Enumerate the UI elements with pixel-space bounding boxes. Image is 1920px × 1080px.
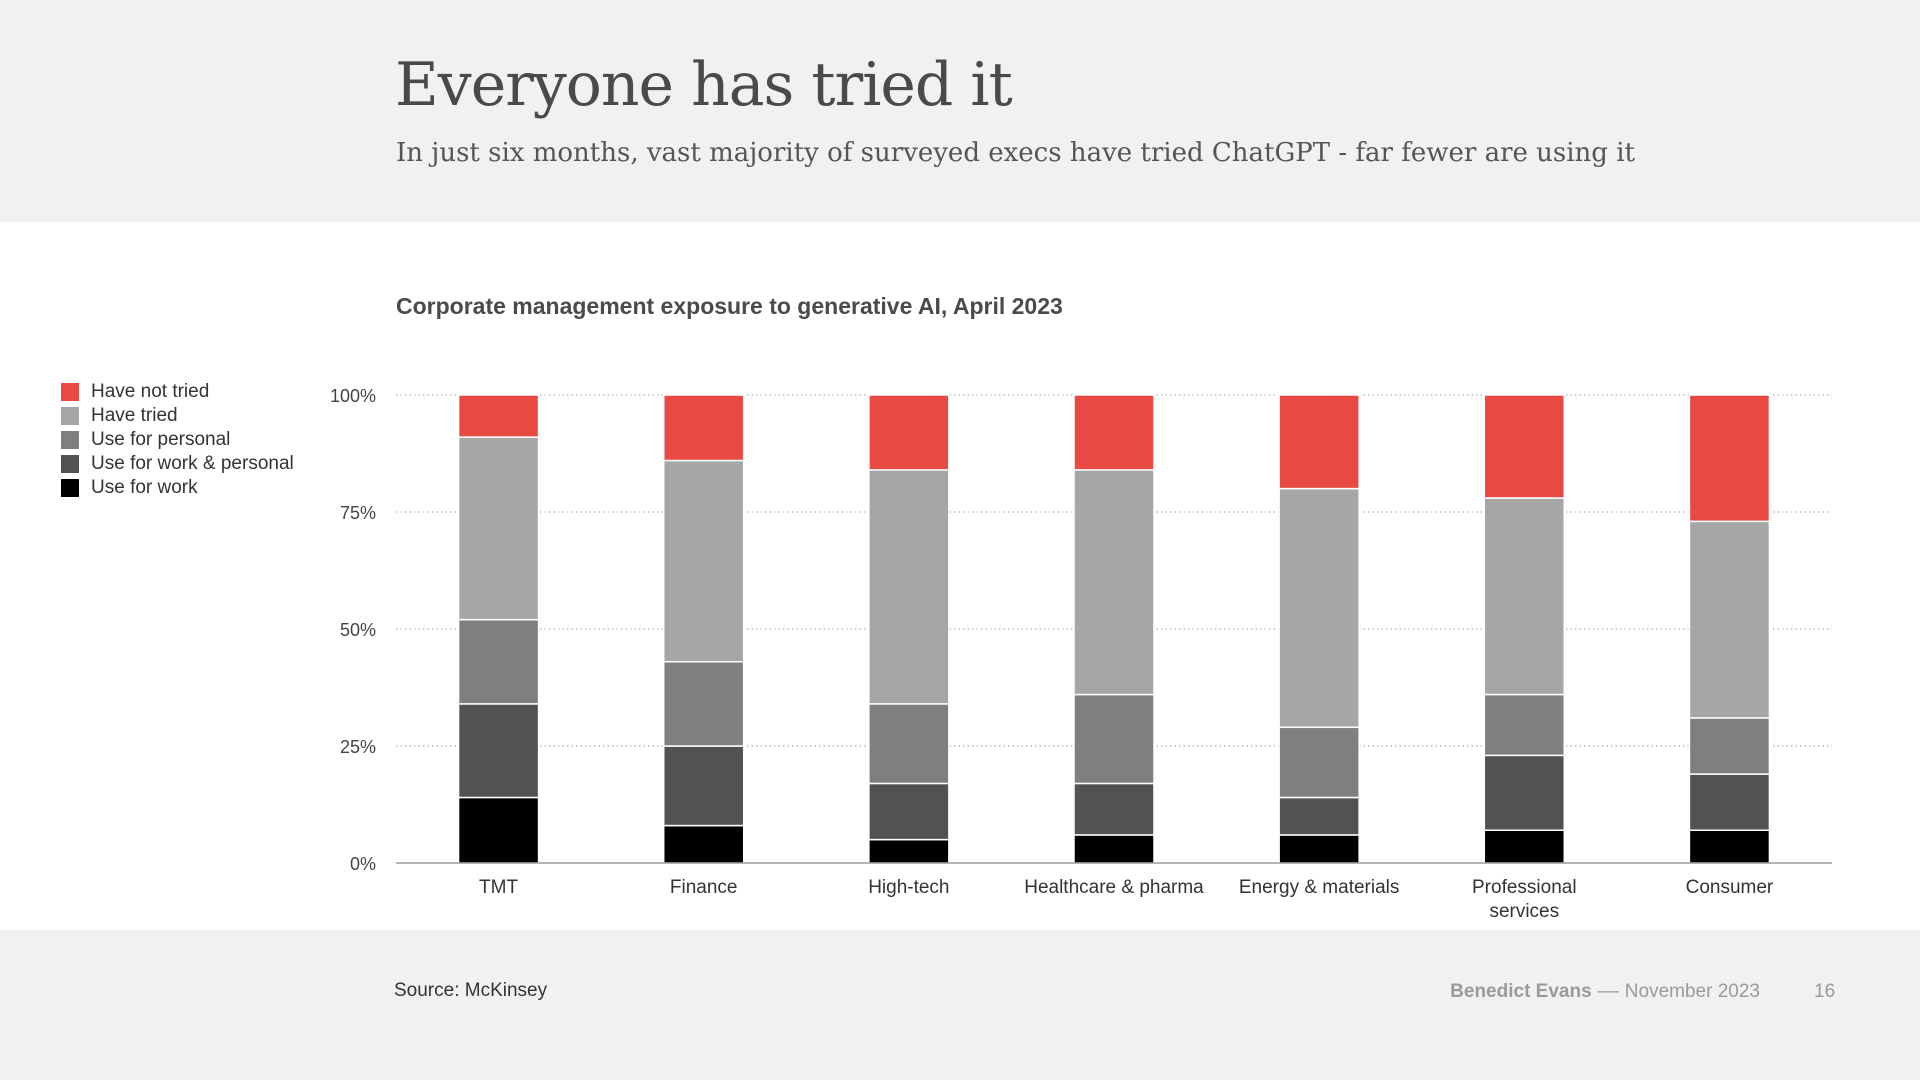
legend-label: Have not tried [91, 381, 210, 402]
slide-title: Everyone has tried it [395, 50, 1013, 120]
bar-segment [1483, 497, 1566, 696]
bar-segment [1278, 834, 1360, 864]
bar-segment [1483, 754, 1566, 831]
y-tick-label: 50% [340, 620, 376, 640]
chart-legend: Have not tried Have tried Use for person… [61, 380, 294, 500]
bar-segment [1073, 469, 1155, 696]
bar-segment [457, 796, 540, 864]
y-tick-label: 0% [350, 854, 376, 874]
bar-segment [1688, 394, 1771, 523]
bar-segment [868, 838, 950, 864]
bar-segment [868, 469, 950, 705]
bar-segment [1483, 693, 1566, 757]
x-tick-label: TMT [479, 877, 518, 898]
x-tick-label: Healthcare & pharma [1024, 877, 1204, 898]
legend-label: Have tried [91, 405, 178, 426]
bar-segment [662, 661, 745, 747]
bar-segment [457, 436, 540, 621]
x-tick-label: services [1489, 901, 1559, 922]
bar-segment [1278, 394, 1360, 490]
bar-segment [1073, 394, 1155, 471]
slide-subtitle: In just six months, vast majority of sur… [396, 138, 1635, 168]
bar-segment [662, 459, 745, 663]
legend-item-use-for-work-and-personal: Use for work & personal [61, 452, 294, 476]
bar-segment [662, 745, 745, 827]
legend-swatch [61, 383, 79, 401]
bar-segment [1483, 829, 1566, 864]
footer-credit: Benedict Evans –– November 2023 [1450, 981, 1760, 1003]
slide-header: Everyone has tried it In just six months… [0, 0, 1920, 222]
author-name: Benedict Evans [1450, 981, 1592, 1002]
legend-label: Use for work & personal [91, 453, 294, 474]
bar-segment [457, 618, 540, 705]
bar-segment [868, 394, 950, 471]
bar-segment [1073, 834, 1155, 864]
x-tick-label: Consumer [1686, 877, 1774, 898]
bar-segment [1278, 487, 1360, 729]
legend-swatch [61, 407, 79, 425]
x-tick-label: Finance [670, 877, 738, 898]
footer-separator: –– [1597, 981, 1619, 1002]
x-tick-label: Professional [1472, 877, 1577, 898]
legend-label: Use for personal [91, 429, 231, 450]
x-tick-label: Energy & materials [1239, 877, 1400, 898]
source-note: Source: McKinsey [394, 980, 548, 1001]
bar-segment [868, 782, 950, 841]
legend-item-use-for-personal: Use for personal [61, 428, 294, 452]
y-tick-label: 25% [340, 737, 376, 757]
page-number: 16 [1814, 981, 1836, 1002]
y-tick-label: 75% [340, 503, 376, 523]
legend-swatch [61, 431, 79, 449]
bar-segment [1688, 829, 1771, 864]
legend-item-have-tried: Have tried [61, 404, 294, 428]
chart-panel [0, 222, 1920, 930]
bar-segment [1278, 726, 1360, 799]
bar-segment [457, 394, 540, 438]
bar-segment [1688, 773, 1771, 831]
legend-item-use-for-work: Use for work [61, 476, 294, 500]
legend-label: Use for work [91, 477, 198, 498]
bar-segment [1073, 782, 1155, 836]
bar-segment [868, 703, 950, 785]
bar-segment [1073, 693, 1155, 785]
legend-item-have-not-tried: Have not tried [61, 380, 294, 404]
chart-title: Corporate management exposure to generat… [396, 293, 1063, 319]
bar-segment [1688, 717, 1771, 775]
bar-segment [1688, 520, 1771, 719]
y-tick-label: 100% [330, 386, 376, 406]
legend-swatch [61, 455, 79, 473]
footer-date: November 2023 [1624, 981, 1760, 1002]
bar-segment [662, 394, 745, 462]
legend-swatch [61, 479, 79, 497]
bar-segment [662, 824, 745, 864]
bar-segment [457, 703, 540, 799]
bar-segment [1483, 394, 1566, 499]
bar-segment [1278, 796, 1360, 836]
x-tick-label: High-tech [868, 877, 949, 898]
